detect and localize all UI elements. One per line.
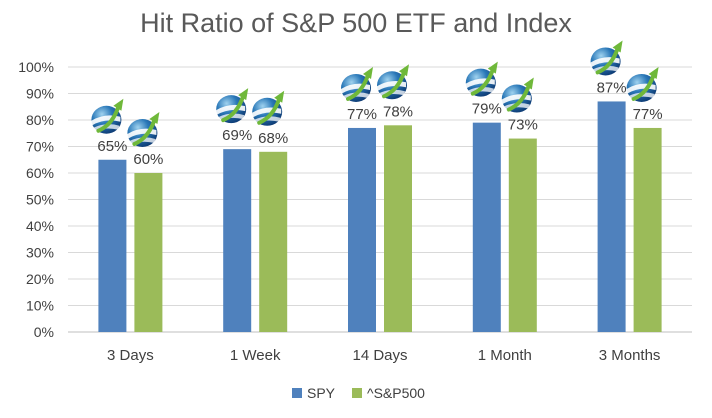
globe-arrow-logo-icon	[91, 98, 124, 134]
bar-sp500	[633, 127, 662, 332]
bar-spy	[223, 149, 252, 332]
bar-sp500	[134, 173, 163, 332]
bar-spy	[348, 127, 376, 332]
globe-arrow-logo-icon	[252, 90, 285, 126]
y-tick-label: 30%	[26, 245, 54, 261]
data-label: 68%	[258, 130, 288, 147]
x-category-label: 1 Month	[478, 347, 532, 364]
y-tick-label: 10%	[26, 298, 54, 314]
globe-arrow-logo-icon	[341, 66, 373, 102]
globe-arrow-logo-icon	[590, 40, 623, 76]
legend-label: SPY	[307, 385, 336, 401]
data-label: 79%	[472, 101, 502, 118]
bar-sp500	[259, 151, 288, 332]
globe-arrow-logo-icon	[127, 112, 160, 147]
data-label: 73%	[508, 117, 538, 134]
y-tick-label: 90%	[26, 86, 54, 102]
data-label: 69%	[222, 127, 252, 144]
globe-arrow-logo-icon	[216, 88, 249, 124]
bar-spy	[472, 122, 501, 333]
y-tick-label: 60%	[26, 165, 54, 181]
globe-arrow-logo-icon	[465, 61, 498, 97]
data-label: 65%	[97, 138, 127, 155]
y-tick-label: 80%	[26, 112, 54, 128]
data-label: 77%	[347, 106, 377, 123]
y-tick-label: 50%	[26, 192, 54, 208]
legend-swatch	[352, 388, 362, 398]
data-label: 78%	[383, 103, 413, 120]
bar-sp500	[384, 125, 412, 332]
globe-arrow-logo-icon	[501, 77, 534, 113]
x-category-label: 14 Days	[352, 347, 407, 364]
legend-swatch	[292, 388, 302, 398]
data-label: 77%	[633, 106, 663, 123]
globe-arrow-logo-icon	[626, 66, 659, 102]
globe-arrow-logo-icon	[377, 64, 409, 100]
x-category-label: 3 Days	[107, 347, 154, 364]
y-tick-label: 100%	[18, 59, 54, 75]
legend-label: ^S&P500	[367, 385, 425, 401]
chart-title: Hit Ratio of S&P 500 ETF and Index	[140, 8, 572, 38]
x-category-label: 3 Months	[599, 347, 661, 364]
x-category-label: 1 Week	[230, 347, 281, 364]
data-label: 87%	[597, 79, 627, 96]
y-tick-label: 40%	[26, 218, 54, 234]
y-tick-label: 70%	[26, 139, 54, 155]
y-tick-label: 0%	[34, 324, 54, 340]
y-tick-label: 20%	[26, 271, 54, 287]
bar-spy	[98, 159, 127, 332]
bar-sp500	[508, 138, 537, 332]
bar-spy	[597, 101, 626, 332]
data-label: 60%	[133, 151, 163, 168]
